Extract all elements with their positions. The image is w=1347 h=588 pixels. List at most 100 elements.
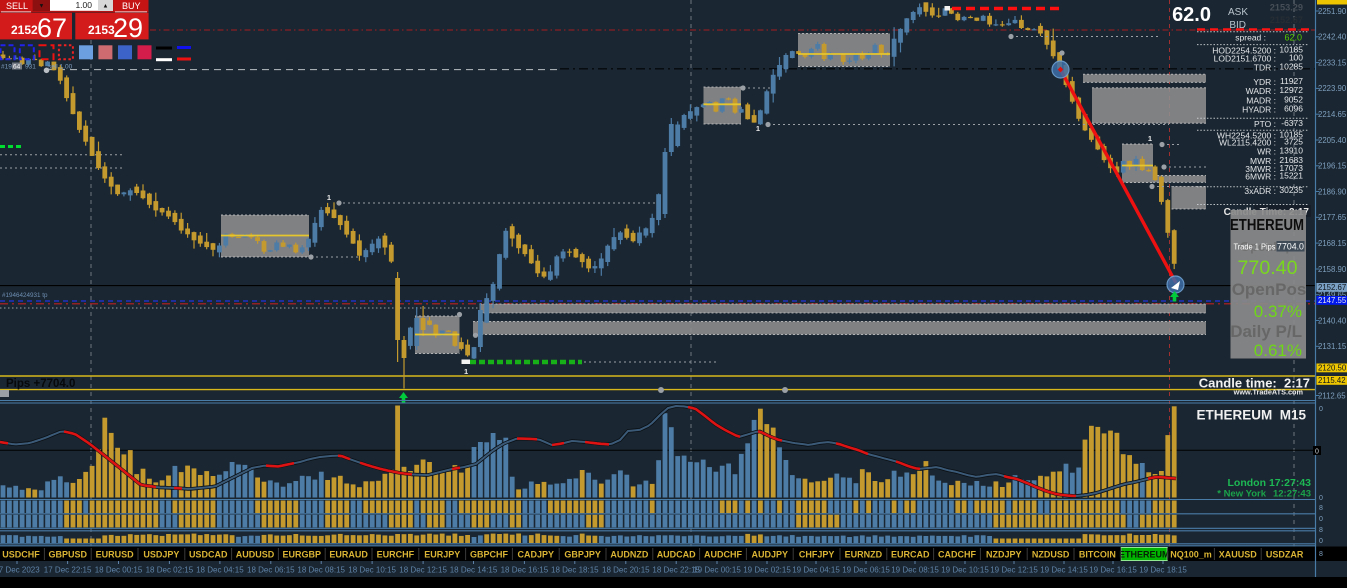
svg-text:sell 1.00: sell 1.00 xyxy=(48,64,73,71)
svg-text:67: 67 xyxy=(37,13,67,43)
svg-text:2131.15: 2131.15 xyxy=(1318,342,1347,351)
svg-text:100: 100 xyxy=(1289,53,1303,63)
svg-text:2205.40: 2205.40 xyxy=(1318,136,1347,145)
svg-text:USDCAD: USDCAD xyxy=(189,550,228,560)
svg-text:2140.40: 2140.40 xyxy=(1318,316,1347,325)
svg-text:-6373: -6373 xyxy=(1281,118,1303,128)
svg-text:* New York: * New York xyxy=(1217,489,1266,500)
svg-text:30235: 30235 xyxy=(1279,185,1303,195)
svg-text:2214.65: 2214.65 xyxy=(1318,110,1347,119)
svg-text:0: 0 xyxy=(1315,449,1319,456)
svg-text:1.00: 1.00 xyxy=(75,0,92,10)
svg-text:AUDCAD: AUDCAD xyxy=(657,550,696,560)
svg-text:GBPJPY: GBPJPY xyxy=(564,550,601,560)
svg-text:▲: ▲ xyxy=(103,4,109,10)
svg-text:62.0: 62.0 xyxy=(1172,4,1211,26)
svg-text:HYADR :: HYADR : xyxy=(1242,105,1276,115)
svg-text:SELL: SELL xyxy=(6,1,28,11)
svg-text:3725: 3725 xyxy=(1284,137,1303,147)
svg-text:▼: ▼ xyxy=(39,4,45,10)
svg-text:CHFJPY: CHFJPY xyxy=(799,550,835,560)
svg-text:BID: BID xyxy=(1229,20,1246,31)
svg-text:0: 0 xyxy=(1319,516,1323,523)
svg-text:EURCAD: EURCAD xyxy=(891,550,930,560)
svg-text:18 Dec 08:15: 18 Dec 08:15 xyxy=(297,566,345,575)
svg-text:YDR :: YDR : xyxy=(1253,77,1276,87)
svg-text:2153.29: 2153.29 xyxy=(1270,3,1303,13)
svg-text:0.37%: 0.37% xyxy=(1254,302,1302,321)
svg-text:18 Dec 06:15: 18 Dec 06:15 xyxy=(247,566,295,575)
svg-text:ETHEREUM M15: ETHEREUM M15 xyxy=(1196,408,1306,423)
svg-text:19 Dec 10:15: 19 Dec 10:15 xyxy=(941,566,989,575)
svg-text:AUDNZD: AUDNZD xyxy=(610,550,648,560)
svg-text:2223.90: 2223.90 xyxy=(1318,84,1347,93)
svg-text:2196.15: 2196.15 xyxy=(1318,162,1347,171)
svg-text:13910: 13910 xyxy=(1279,146,1303,156)
svg-text:2186.90: 2186.90 xyxy=(1318,187,1347,196)
svg-text:6MWR :: 6MWR : xyxy=(1245,172,1276,182)
svg-text:11927: 11927 xyxy=(1280,76,1303,86)
svg-text:EURUSD: EURUSD xyxy=(96,550,135,560)
svg-text:18 Dec 20:15: 18 Dec 20:15 xyxy=(602,566,650,575)
svg-text:0: 0 xyxy=(1319,538,1323,545)
svg-text:17073: 17073 xyxy=(1279,163,1303,173)
svg-text:17 Dec 2023: 17 Dec 2023 xyxy=(0,566,40,575)
svg-text:AUDCHF: AUDCHF xyxy=(704,550,742,560)
svg-text:BUY: BUY xyxy=(122,1,141,11)
svg-text:10285: 10285 xyxy=(1279,62,1303,72)
svg-text:17:27:43: 17:27:43 xyxy=(1269,477,1311,489)
svg-text:0: 0 xyxy=(1319,406,1323,413)
svg-text:12972: 12972 xyxy=(1279,85,1303,95)
svg-text:18 Dec 22:15: 18 Dec 22:15 xyxy=(652,566,700,575)
svg-text:2147.55: 2147.55 xyxy=(1318,296,1347,305)
svg-text:EURGBP: EURGBP xyxy=(283,550,322,560)
svg-text:6096: 6096 xyxy=(1284,104,1303,114)
svg-text:19 Dec 18:15: 19 Dec 18:15 xyxy=(1139,566,1187,575)
svg-text:2168.15: 2168.15 xyxy=(1318,239,1347,248)
svg-text:8: 8 xyxy=(1319,505,1323,512)
svg-text:2158.90: 2158.90 xyxy=(1318,265,1347,274)
svg-text:0: 0 xyxy=(1319,495,1323,502)
svg-text:USDJPY: USDJPY xyxy=(143,550,179,560)
svg-text:19 Dec 02:15: 19 Dec 02:15 xyxy=(743,566,791,575)
svg-text:AUDUSD: AUDUSD xyxy=(236,550,275,560)
svg-text:NZDUSD: NZDUSD xyxy=(1032,550,1070,560)
svg-text:Pips +7704.0: Pips +7704.0 xyxy=(6,378,75,390)
svg-text:21683: 21683 xyxy=(1279,155,1303,165)
svg-text:2112.65: 2112.65 xyxy=(1318,391,1346,400)
svg-text:18 Dec 14:15: 18 Dec 14:15 xyxy=(450,566,498,575)
svg-text:8: 8 xyxy=(1319,527,1323,534)
svg-text:HOD2254.5200 :: HOD2254.5200 : xyxy=(1212,46,1276,56)
svg-text:770.40: 770.40 xyxy=(1238,257,1298,279)
svg-text:64: 64 xyxy=(13,64,21,71)
svg-text:BITCOIN: BITCOIN xyxy=(1079,550,1116,560)
svg-text:7704.0: 7704.0 xyxy=(1277,242,1304,252)
svg-text:18 Dec 00:15: 18 Dec 00:15 xyxy=(95,566,143,575)
svg-text:62.0: 62.0 xyxy=(1284,32,1302,42)
svg-text:www.TradeATS.com: www.TradeATS.com xyxy=(1233,388,1304,397)
svg-text:10185: 10185 xyxy=(1279,45,1303,55)
svg-text:1: 1 xyxy=(1148,134,1152,143)
svg-text:8: 8 xyxy=(1319,551,1323,558)
svg-text:MWR :: MWR : xyxy=(1250,156,1276,166)
svg-text:2242.40: 2242.40 xyxy=(1318,33,1347,42)
svg-text:XAUUSD: XAUUSD xyxy=(1219,550,1258,560)
svg-text:19 Dec 16:15: 19 Dec 16:15 xyxy=(1089,566,1137,575)
svg-text:0.61%: 0.61% xyxy=(1254,341,1302,360)
svg-text:9052: 9052 xyxy=(1284,94,1303,104)
svg-text:#19: #19 xyxy=(1,64,12,71)
svg-text:1: 1 xyxy=(464,367,468,376)
svg-text:WH2254.5200 :: WH2254.5200 : xyxy=(1217,131,1276,141)
svg-text:ETHEREUM: ETHEREUM xyxy=(1119,550,1170,560)
svg-text:#1946424931 tp: #1946424931 tp xyxy=(2,292,48,299)
svg-text:17 Dec 22:15: 17 Dec 22:15 xyxy=(44,566,92,575)
svg-text:Trade 1 Pips: Trade 1 Pips xyxy=(1234,243,1276,252)
svg-text:18 Dec 16:15: 18 Dec 16:15 xyxy=(501,566,549,575)
svg-text:USDCHF: USDCHF xyxy=(2,550,40,560)
svg-text:19 Dec 00:15: 19 Dec 00:15 xyxy=(693,566,741,575)
svg-text:2152.67: 2152.67 xyxy=(1270,15,1303,25)
svg-text:Candle time: 2:17: Candle time: 2:17 xyxy=(1199,376,1310,391)
svg-text:29: 29 xyxy=(113,13,143,43)
svg-text:2153: 2153 xyxy=(88,23,115,37)
svg-text:1: 1 xyxy=(327,193,331,202)
